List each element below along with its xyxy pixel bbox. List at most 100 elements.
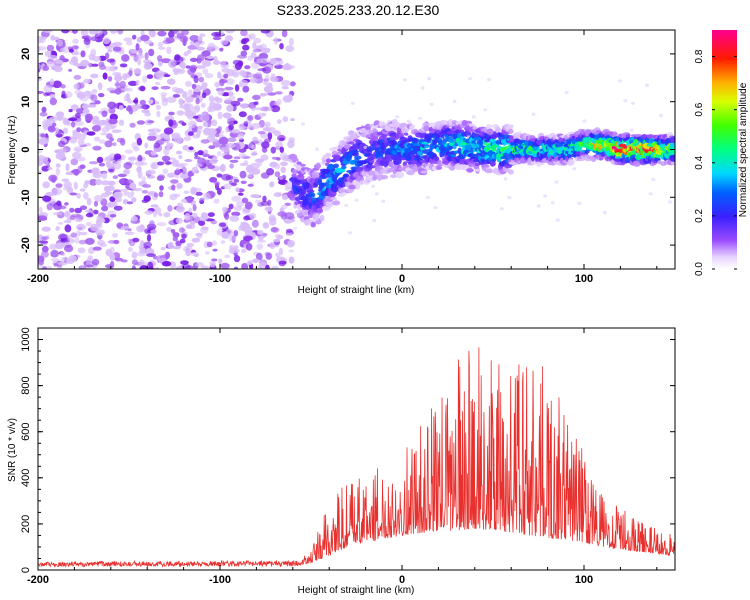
signal-cell — [332, 146, 340, 150]
noise-cell — [250, 162, 260, 170]
noise-cell — [172, 245, 182, 250]
noise-cell — [158, 46, 166, 50]
noise-cell — [40, 250, 49, 258]
noise-cell — [91, 258, 100, 266]
signal-cell — [332, 200, 341, 206]
y-tick-label: 20 — [20, 48, 32, 60]
noise-cell — [240, 30, 248, 37]
noise-cell — [200, 265, 210, 269]
noise-cell — [258, 52, 269, 60]
noise-cell — [195, 46, 205, 51]
noise-cell — [143, 241, 152, 248]
noise-cell — [71, 45, 79, 50]
noise-cell — [267, 127, 276, 134]
signal-cell — [289, 195, 297, 201]
noise-cell — [163, 156, 168, 165]
noise-cell — [146, 234, 152, 242]
noise-cell — [55, 163, 61, 168]
noise-cell — [253, 37, 262, 44]
spectrogram-cells — [38, 30, 675, 269]
noise-cell — [109, 137, 114, 142]
noise-cell — [57, 140, 66, 148]
noise-cell — [233, 266, 239, 269]
noise-cell — [176, 205, 185, 213]
signal-cell — [315, 162, 321, 170]
noise-cell — [46, 265, 52, 269]
signal-cell — [633, 134, 643, 138]
noise-cell — [163, 127, 174, 135]
signal-cell — [494, 126, 501, 134]
noise-cell — [157, 222, 167, 227]
noise-cell — [183, 136, 192, 141]
sparse-cell — [536, 204, 541, 208]
snr-x-label: Height of straight line (km) — [298, 585, 415, 596]
noise-cell — [151, 86, 159, 90]
noise-cell — [210, 220, 217, 225]
noise-cell — [250, 52, 257, 59]
noise-cell — [73, 181, 78, 190]
noise-cell — [225, 78, 235, 85]
noise-cell — [41, 245, 49, 253]
signal-cell — [300, 163, 306, 167]
sparse-cell — [503, 177, 508, 181]
noise-cell — [43, 92, 50, 97]
noise-cell — [287, 241, 294, 248]
noise-cell — [239, 162, 249, 167]
noise-cell — [62, 127, 68, 134]
signal-cell — [318, 207, 324, 214]
noise-cell — [242, 85, 250, 93]
noise-cell — [191, 83, 197, 90]
noise-cell — [257, 68, 267, 72]
noise-cell — [256, 58, 264, 64]
sparse-cell — [354, 198, 359, 202]
signal-cell — [470, 147, 475, 154]
noise-cell — [38, 63, 41, 69]
noise-cell — [45, 191, 55, 197]
sparse-cell — [531, 112, 536, 116]
noise-cell — [176, 110, 185, 116]
noise-cell — [72, 38, 79, 44]
sparse-cell — [577, 201, 582, 205]
sparse-cell — [408, 121, 412, 125]
noise-cell — [45, 62, 55, 68]
signal-cell — [434, 156, 440, 162]
signal-cell — [395, 171, 404, 179]
sparse-cell — [344, 203, 349, 208]
noise-cell — [167, 205, 173, 212]
noise-cell — [250, 194, 260, 199]
noise-cell — [68, 48, 74, 53]
noise-cell — [103, 120, 109, 127]
noise-cell — [136, 120, 145, 125]
noise-cell — [127, 156, 137, 161]
noise-cell — [285, 228, 293, 233]
sparse-cell — [293, 226, 298, 230]
noise-cell — [109, 196, 116, 203]
noise-cell — [84, 237, 95, 245]
noise-cell — [191, 237, 201, 243]
signal-cell — [485, 124, 493, 130]
signal-cell — [295, 196, 301, 202]
noise-cell — [185, 96, 194, 103]
noise-cell — [80, 59, 90, 67]
noise-cell — [132, 187, 143, 192]
noise-cell — [168, 30, 175, 38]
noise-cell — [251, 122, 261, 129]
noise-cell — [112, 232, 118, 238]
noise-cell — [176, 182, 183, 190]
noise-cell — [220, 146, 230, 153]
noise-cell — [70, 232, 77, 238]
noise-cell — [112, 46, 122, 52]
noise-cell — [96, 156, 104, 164]
noise-cell — [59, 47, 66, 53]
noise-cell — [280, 166, 287, 173]
noise-cell — [62, 117, 68, 125]
noise-cell — [240, 248, 247, 254]
noise-cell — [130, 216, 138, 222]
noise-cell — [201, 50, 211, 57]
noise-cell — [228, 203, 234, 210]
noise-cell — [285, 45, 295, 52]
noise-cell — [144, 228, 151, 234]
noise-cell — [41, 165, 50, 172]
noise-cell — [65, 122, 73, 126]
noise-cell — [171, 184, 176, 191]
